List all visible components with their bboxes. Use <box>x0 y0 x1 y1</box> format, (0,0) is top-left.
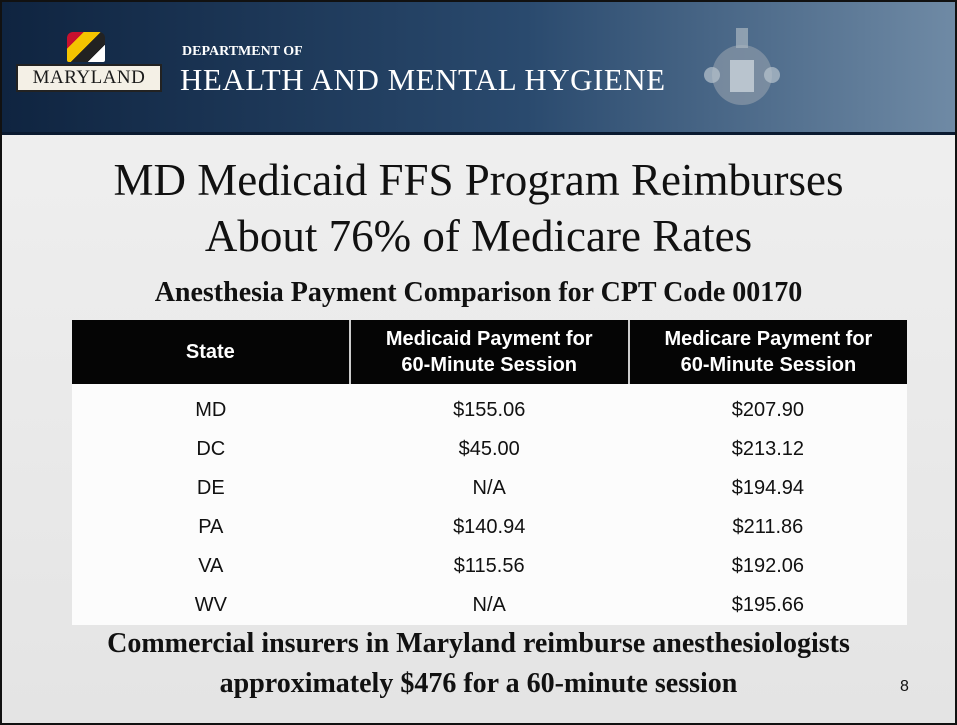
table-row: DE N/A $194.94 <box>72 469 907 508</box>
column-header-line: Medicare Payment for <box>664 328 873 350</box>
footer-line: approximately $476 for a 60-minute sessi… <box>219 668 738 699</box>
column-header: State <box>72 320 351 384</box>
table: State Medicaid Payment for 60-Minute Sessi… <box>72 320 907 625</box>
logo-flag <box>67 32 105 62</box>
title-line: About 76% of Medicare Rates <box>204 211 753 261</box>
seal <box>704 28 780 105</box>
table-cell: $207.90 <box>628 384 907 430</box>
department-name: HEALTH AND MENTAL HYGIENE <box>180 62 666 97</box>
logo: MARYLAND <box>16 64 162 92</box>
table-cell: N/A <box>349 586 629 625</box>
column-header-line: State <box>185 341 235 363</box>
table-cell: $115.56 <box>349 547 629 586</box>
table-cell: $211.86 <box>628 508 907 547</box>
footer-line: Commercial insurers in Maryland reimburs… <box>107 628 850 659</box>
table-cell: VA <box>72 547 350 586</box>
table-row: VA $115.56 $192.06 <box>72 547 907 586</box>
table-cell: $194.94 <box>628 469 907 508</box>
table-cell: $140.94 <box>349 508 629 547</box>
table-cell: MD <box>72 384 350 430</box>
table-cell: N/A <box>349 469 629 508</box>
table-cell: PA <box>72 508 350 547</box>
table-cell: $192.06 <box>628 547 907 586</box>
table-cell: WV <box>72 586 350 625</box>
subtitle: Anesthesia Payment Comparison for CPT Co… <box>154 277 803 308</box>
header-row: State Medicaid Payment for 60-Minute Sessi… <box>72 320 907 384</box>
column-header-line: Medicaid Payment for <box>385 328 593 350</box>
table-cell: $195.66 <box>628 586 907 625</box>
title-line: MD Medicaid FFS Program Reimburses <box>113 155 844 205</box>
table-cell: $45.00 <box>349 430 629 469</box>
page-number: 8 <box>900 678 909 695</box>
header-band: MARYLAND DEPARTMENT OF HEALTH AND MENTAL… <box>2 2 955 135</box>
column-header: Medicare Payment for 60-Minute Session <box>628 320 907 384</box>
column-header: Medicaid Payment for 60-Minute Session <box>349 320 630 384</box>
department: DEPARTMENT OF <box>182 44 303 59</box>
table-row: DC $45.00 $213.12 <box>72 430 907 469</box>
table-cell: $213.12 <box>628 430 907 469</box>
column-header-line: 60-Minute Session <box>680 354 857 376</box>
table-cell: $155.06 <box>349 384 629 430</box>
table-row: PA $140.94 $211.86 <box>72 508 907 547</box>
table-cell: DC <box>72 430 350 469</box>
table-row: WV N/A $195.66 <box>72 586 907 625</box>
table-cell: DE <box>72 469 350 508</box>
column-header-line: 60-Minute Session <box>401 354 578 376</box>
table-row: MD $155.06 $207.90 <box>72 384 907 430</box>
